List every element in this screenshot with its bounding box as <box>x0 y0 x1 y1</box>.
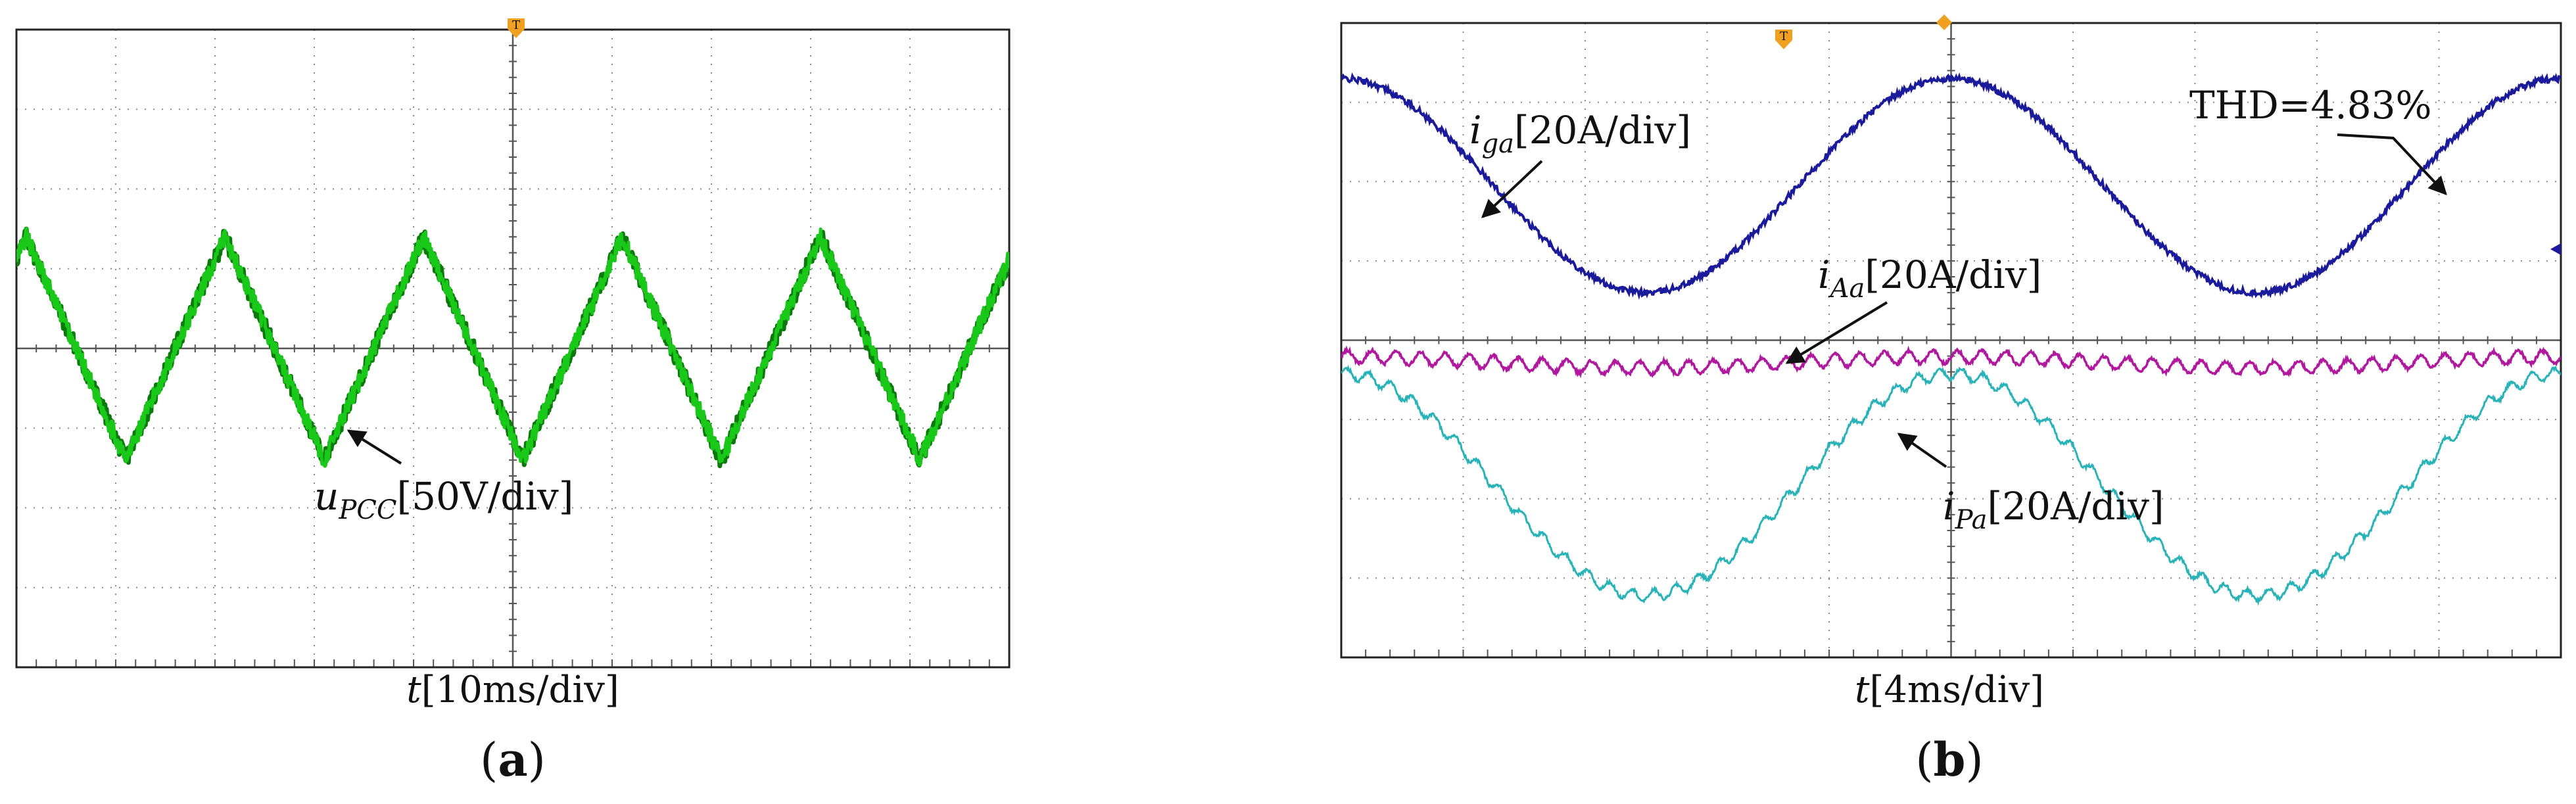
panel-b-grid <box>1341 22 2562 658</box>
i-aa-trace <box>1341 345 2561 379</box>
svg-text:T: T <box>512 18 520 32</box>
i-ga-arrow <box>1481 160 1543 218</box>
u-pcc-trace <box>16 227 1009 468</box>
trigger-marker-b: T <box>1775 14 1952 49</box>
panel-b-x-axis-label: t[4ms/div] <box>1855 669 2044 711</box>
panel-b: T iga[20A/div] THD=4.83% iAa[20A/div] iP… <box>1340 14 2562 787</box>
panel-a-grid <box>16 29 1010 668</box>
i-pa-label: iPa[20A/div] <box>1943 484 2164 535</box>
i-pa-trace <box>1341 364 2561 606</box>
thd-annotation: THD=4.83% <box>2189 83 2432 128</box>
i-ga-trace <box>1341 72 2561 300</box>
i-aa-arrow <box>1785 301 1888 364</box>
thd-arrow <box>2337 133 2447 196</box>
channel-marker-b <box>2550 243 2561 255</box>
panel-a-x-axis-label: t[10ms/div] <box>406 669 619 711</box>
panel-a: T uPCC[50V/div] t[10ms/div] (a) <box>15 18 1011 787</box>
trigger-marker-a: T <box>508 18 525 38</box>
panel-a-label: (a) <box>480 732 546 787</box>
i-aa-label: iAa[20A/div] <box>1818 252 2041 304</box>
svg-text:T: T <box>1780 30 1788 43</box>
u-pcc-arrow <box>346 429 402 465</box>
u-pcc-label: uPCC[50V/div] <box>314 474 573 525</box>
panel-b-label: (b) <box>1915 732 1984 787</box>
i-pa-arrow <box>1897 433 1947 468</box>
i-ga-label: iga[20A/div] <box>1469 108 1691 159</box>
